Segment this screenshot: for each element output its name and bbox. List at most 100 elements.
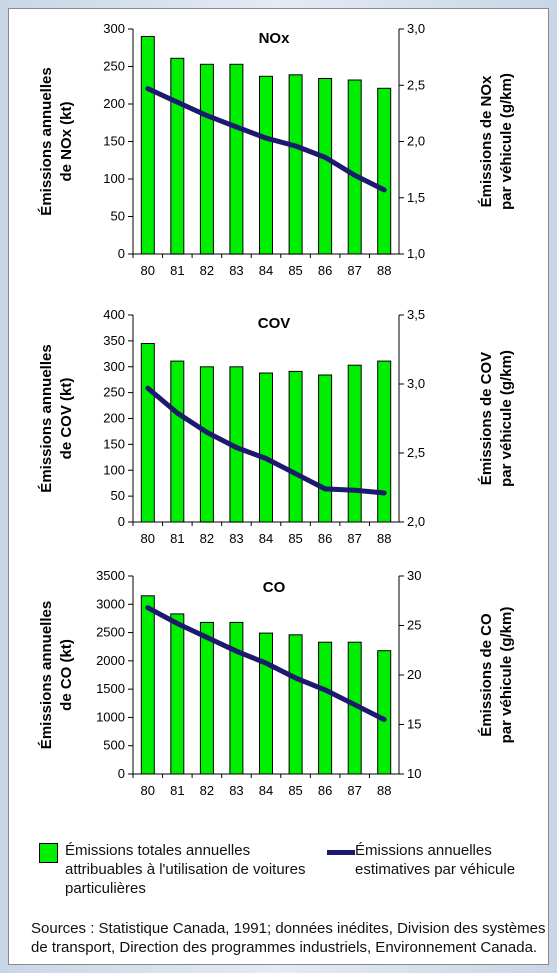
left-tick-label: 50 [111,488,125,503]
legend-line-label: Émissions annuelles estimatives par véhi… [355,842,516,878]
right-tick-label: 1,0 [407,246,425,261]
x-tick-label: 86 [318,783,332,798]
bar-co-86 [318,641,333,775]
x-tick-label: 83 [229,263,243,278]
right-tick-label: 2,5 [407,445,425,460]
left-tick-label: 350 [103,333,125,348]
x-tick-label: 82 [200,783,214,798]
y-left-label-line: Émissions annuelles [38,344,55,492]
left-tick-label: 400 [103,307,125,322]
chart-panel-cov: 0 50 100 150 200 250 300 350 400 2,0 2,5 3,0 3,5 80 81… [38,307,515,546]
y-right-label-line: par véhicule (g/km) [498,350,515,487]
x-tick-label: 85 [288,263,302,278]
left-tick-label: 0 [118,766,125,781]
y-left-label-line: de NOx (kt) [58,101,75,181]
bar-co-85 [288,634,303,775]
left-tick-label: 150 [103,134,125,149]
legend-bar-label: Émissions totales annuelles attribuables… [65,842,306,897]
right-tick-label: 15 [407,717,421,732]
right-tick-label: 30 [407,568,421,583]
right-tick-label: 3,5 [407,307,425,322]
left-tick-label: 200 [103,411,125,426]
x-tick-label: 86 [318,263,332,278]
bar-nox-84 [259,75,273,255]
bar-cov-82 [199,366,214,523]
right-tick-label: 3,0 [407,21,425,36]
left-tick-label: 0 [118,246,125,261]
bar-cov-81 [170,360,185,523]
bar-nox-81 [170,57,185,255]
right-tick-label: 1,5 [407,190,425,205]
chart-title: COV [258,315,291,332]
right-tick-label: 2,5 [407,77,425,92]
x-tick-label: 85 [288,783,302,798]
bar-co-82 [199,621,214,775]
left-tick-label: 150 [103,436,125,451]
bar-cov-86 [318,374,333,523]
right-tick-label: 25 [407,618,421,633]
left-tick-label: 500 [103,738,125,753]
x-tick-label: 86 [318,531,332,546]
x-tick-label: 81 [170,531,184,546]
bar-co-88 [377,650,392,775]
left-tick-label: 3500 [96,568,125,583]
x-tick-label: 87 [347,531,361,546]
chart-panel-co: 0 500 1000 1500 2000 2500 3000 3500 10 15 20 25 30 80… [38,568,515,798]
x-tick-label: 82 [200,263,214,278]
y-right-label-line: Émissions de CO [478,613,495,737]
chart-title: CO [263,579,286,596]
bar-cov-85 [288,370,303,523]
x-tick-label: 88 [377,263,391,278]
right-tick-label: 2,0 [407,514,425,529]
left-tick-label: 2500 [96,625,125,640]
bar-cov-88 [377,360,392,523]
y-left-label-line: Émissions annuelles [38,67,55,215]
y-left-label-line: de CO (kt) [58,639,75,711]
left-tick-label: 3000 [96,596,125,611]
y-right-label-line: par véhicule (g/km) [498,607,515,744]
sources-note: Sources : Statistique Canada, 1991; donn… [31,920,546,956]
bar-co-83 [229,621,244,775]
bar-cov-80 [140,343,155,523]
bar-nox-88 [377,87,392,255]
x-tick-label: 87 [347,263,361,278]
bar-nox-83 [229,63,244,255]
bar-nox-82 [199,63,214,255]
x-tick-label: 81 [170,263,184,278]
bar-nox-86 [318,78,333,255]
left-tick-label: 250 [103,59,125,74]
left-tick-label: 0 [118,514,125,529]
right-tick-label: 10 [407,766,421,781]
x-tick-label: 84 [259,531,273,546]
x-tick-label: 88 [377,531,391,546]
x-tick-label: 81 [170,783,184,798]
x-tick-label: 87 [347,783,361,798]
y-left-label: Émissions annuelles de COV (kt) [38,344,75,492]
bar-nox-80 [140,36,155,255]
x-tick-label: 80 [141,531,155,546]
bar-co-84 [259,632,273,775]
x-tick-label: 84 [259,783,273,798]
left-tick-label: 200 [103,96,125,111]
x-tick-label: 84 [259,263,273,278]
left-tick-label: 250 [103,385,125,400]
x-tick-label: 88 [377,783,391,798]
bar-co-81 [170,613,185,775]
y-left-label: Émissions annuelles de CO (kt) [38,601,75,749]
x-tick-label: 85 [288,531,302,546]
x-tick-label: 80 [141,783,155,798]
right-tick-label: 3,0 [407,376,425,391]
bar-nox-87 [347,79,362,255]
right-tick-label: 20 [407,667,421,682]
left-tick-label: 1000 [96,709,125,724]
bar-nox-85 [288,74,303,255]
x-tick-label: 80 [141,263,155,278]
left-tick-label: 2000 [96,653,125,668]
left-tick-label: 1500 [96,681,125,696]
x-tick-label: 83 [229,531,243,546]
y-right-label-line: Émissions de NOx [478,75,495,207]
right-tick-label: 2,0 [407,134,425,149]
x-tick-label: 82 [200,531,214,546]
x-tick-label: 83 [229,783,243,798]
